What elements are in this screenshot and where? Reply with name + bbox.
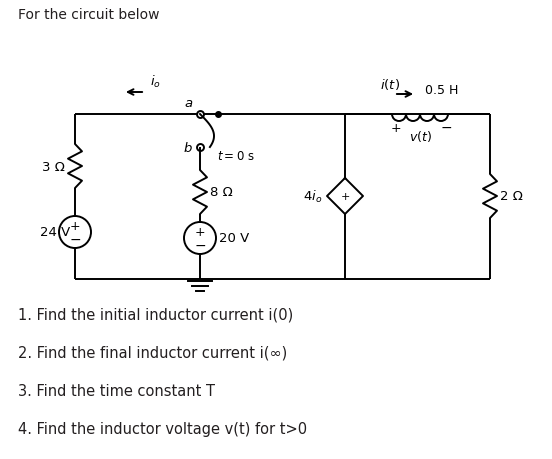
Text: 24 V: 24 V xyxy=(40,226,70,239)
Text: $4i_o$: $4i_o$ xyxy=(302,189,322,205)
Text: +: + xyxy=(341,191,349,202)
Text: $b$: $b$ xyxy=(183,141,193,155)
Text: 8 Ω: 8 Ω xyxy=(210,186,233,199)
Text: $a$: $a$ xyxy=(184,97,193,110)
Text: 20 V: 20 V xyxy=(219,232,250,245)
Text: 0.5 H: 0.5 H xyxy=(425,84,458,97)
Text: 2. Find the final inductor current i(∞): 2. Find the final inductor current i(∞) xyxy=(18,345,287,360)
Text: $i_o$: $i_o$ xyxy=(150,74,161,90)
Text: +: + xyxy=(391,121,401,134)
Text: $v(t)$: $v(t)$ xyxy=(408,129,432,144)
Text: 4. Find the inductor voltage v(t) for t>0: 4. Find the inductor voltage v(t) for t>… xyxy=(18,421,307,436)
Text: $i(t)$: $i(t)$ xyxy=(380,77,400,92)
Text: $t = 0$ s: $t = 0$ s xyxy=(217,150,254,162)
Text: For the circuit below: For the circuit below xyxy=(18,8,160,22)
Text: 1. Find the initial inductor current i(0): 1. Find the initial inductor current i(0… xyxy=(18,308,293,322)
Text: −: − xyxy=(440,121,452,134)
Text: 3. Find the time constant T: 3. Find the time constant T xyxy=(18,383,215,398)
Text: +: + xyxy=(195,225,205,238)
Text: +: + xyxy=(70,219,80,232)
Text: 3 Ω: 3 Ω xyxy=(42,160,65,173)
Text: 2 Ω: 2 Ω xyxy=(500,190,523,203)
Text: −: − xyxy=(69,233,81,246)
Text: −: − xyxy=(194,239,206,252)
